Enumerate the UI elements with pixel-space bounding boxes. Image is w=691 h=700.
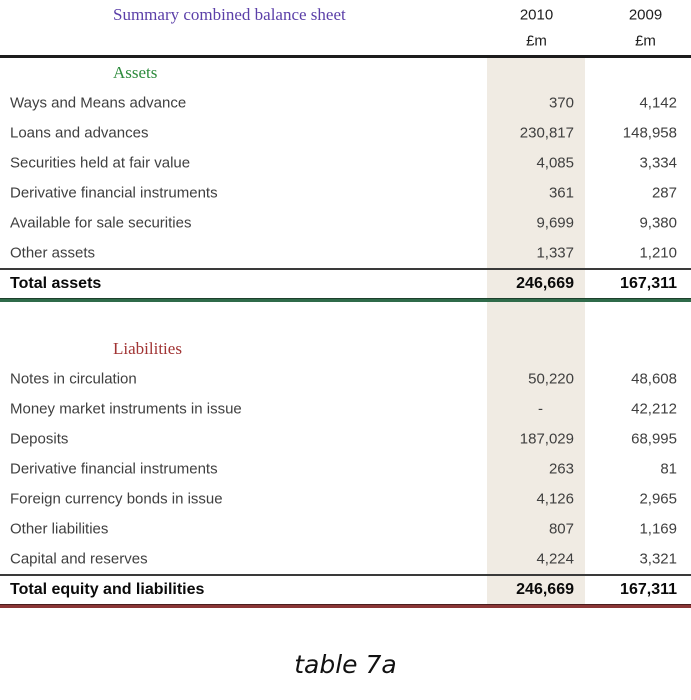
table-row: Capital and reserves 4,224 3,321 xyxy=(0,544,691,574)
value-2009: 3,321 xyxy=(639,550,677,568)
row-label: Deposits xyxy=(10,430,69,448)
total-label: Total equity and liabilities xyxy=(10,581,205,598)
value-2010: 187,029 xyxy=(519,430,574,448)
table-row: Foreign currency bonds in issue 4,126 2,… xyxy=(0,484,691,514)
table-row: Securities held at fair value 4,085 3,33… xyxy=(0,148,691,178)
row-label: Derivative financial instruments xyxy=(10,460,218,478)
column-header-2009: 2009 xyxy=(628,6,663,24)
value-2010: 230,817 xyxy=(519,124,574,142)
value-2010: 1,337 xyxy=(536,244,574,262)
value-2010: 370 xyxy=(548,94,574,112)
table-row: Loans and advances 230,817 148,958 xyxy=(0,118,691,148)
row-label: Money market instruments in issue xyxy=(10,400,242,418)
table-row: Ways and Means advance 370 4,142 xyxy=(0,88,691,118)
value-2010: 4,085 xyxy=(536,154,574,172)
value-2009: 81 xyxy=(660,460,677,478)
row-label: Other liabilities xyxy=(10,520,109,538)
value-2009: 68,995 xyxy=(631,430,677,448)
unit-label-2010: £m xyxy=(526,32,547,50)
row-label: Foreign currency bonds in issue xyxy=(10,490,223,508)
table-caption: table 7a xyxy=(294,650,397,679)
value-2009: 148,958 xyxy=(622,124,677,142)
value-2009: 42,212 xyxy=(631,400,677,418)
liabilities-section-heading-row: Liabilities xyxy=(0,334,691,364)
row-label: Derivative financial instruments xyxy=(10,184,218,202)
total-value-2010: 246,669 xyxy=(516,275,574,292)
value-2009: 2,965 xyxy=(639,490,677,508)
value-2009: 1,169 xyxy=(639,520,677,538)
unit-label-2009: £m xyxy=(635,32,656,50)
row-label: Securities held at fair value xyxy=(10,154,191,172)
row-label: Other assets xyxy=(10,244,96,262)
header-divider xyxy=(0,55,691,58)
table-header-row: Summary combined balance sheet 2010 2009 xyxy=(0,0,691,30)
value-2009: 287 xyxy=(651,184,677,202)
row-label: Capital and reserves xyxy=(10,550,148,568)
value-2010: 361 xyxy=(548,184,574,202)
assets-section-heading-row: Assets xyxy=(0,58,691,88)
value-2009: 3,334 xyxy=(639,154,677,172)
value-2009: 9,380 xyxy=(639,214,677,232)
column-header-2010: 2010 xyxy=(519,6,554,24)
table-row: Derivative financial instruments 263 81 xyxy=(0,454,691,484)
table-row: Other assets 1,337 1,210 xyxy=(0,238,691,268)
highlight-band-2010-column xyxy=(487,58,585,604)
value-2010: - xyxy=(538,400,543,418)
table-row: Other liabilities 807 1,169 xyxy=(0,514,691,544)
value-2009: 1,210 xyxy=(639,244,677,262)
total-assets-row: Total assets 246,669 167,311 xyxy=(0,270,691,298)
value-2010: 9,699 xyxy=(536,214,574,232)
liabilities-heading: Liabilities xyxy=(113,339,182,358)
table-row: Available for sale securities 9,699 9,38… xyxy=(0,208,691,238)
table-row: Derivative financial instruments 361 287 xyxy=(0,178,691,208)
table-row: Notes in circulation 50,220 48,608 xyxy=(0,364,691,394)
total-liabilities-row: Total equity and liabilities 246,669 167… xyxy=(0,576,691,604)
total-value-2009: 167,311 xyxy=(620,275,677,292)
row-label: Ways and Means advance xyxy=(10,94,187,112)
table-row: Money market instruments in issue - 42,2… xyxy=(0,394,691,424)
value-2009: 48,608 xyxy=(631,370,677,388)
value-2010: 50,220 xyxy=(528,370,574,388)
value-2010: 263 xyxy=(548,460,574,478)
total-value-2010: 246,669 xyxy=(516,581,574,598)
total-liabilities-bottom-rule xyxy=(0,604,691,608)
total-label: Total assets xyxy=(10,275,102,292)
row-label: Available for sale securities xyxy=(10,214,192,232)
page-title: Summary combined balance sheet xyxy=(113,5,346,24)
section-gap xyxy=(0,302,691,334)
row-label: Loans and advances xyxy=(10,124,149,142)
assets-heading: Assets xyxy=(113,63,158,82)
total-liabilities-top-rule xyxy=(0,574,691,576)
total-assets-top-rule xyxy=(0,268,691,270)
table-unit-row: £m £m xyxy=(0,30,691,52)
total-assets-bottom-rule xyxy=(0,298,691,302)
table-row: Deposits 187,029 68,995 xyxy=(0,424,691,454)
value-2009: 4,142 xyxy=(639,94,677,112)
total-value-2009: 167,311 xyxy=(620,581,677,598)
value-2010: 807 xyxy=(548,520,574,538)
value-2010: 4,126 xyxy=(536,490,574,508)
value-2010: 4,224 xyxy=(536,550,574,568)
row-label: Notes in circulation xyxy=(10,370,137,388)
